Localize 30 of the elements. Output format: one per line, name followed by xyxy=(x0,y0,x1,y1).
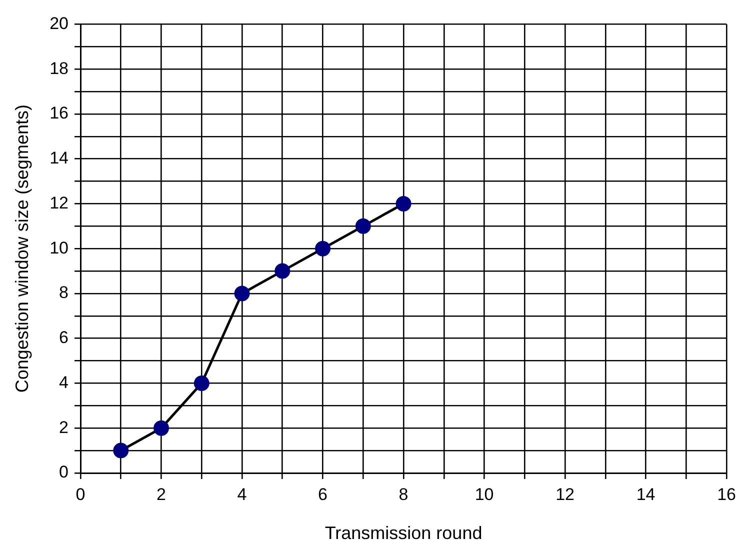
y-tick-label: 6 xyxy=(59,328,69,348)
y-tick-label: 18 xyxy=(50,58,69,78)
y-tick-label: 4 xyxy=(59,372,69,392)
point xyxy=(355,218,371,234)
point xyxy=(113,442,129,458)
y-tick-label: 8 xyxy=(59,283,69,302)
x-tick-label: 0 xyxy=(76,484,86,504)
x-axis-title: Transmission round xyxy=(324,523,482,544)
y-tick-label: 10 xyxy=(50,238,69,258)
point xyxy=(315,240,331,256)
y-tick-label: 0 xyxy=(59,462,69,482)
x-tick-label: 10 xyxy=(474,484,494,504)
y-tick-label: 14 xyxy=(50,148,69,168)
x-tick-label: 8 xyxy=(398,484,408,504)
point xyxy=(274,263,290,279)
y-tick-label: 16 xyxy=(50,104,69,123)
y-tick-label: 2 xyxy=(59,418,69,437)
point xyxy=(154,420,170,436)
point xyxy=(194,375,210,391)
y-axis-title: Congestion window size (segments) xyxy=(12,104,32,393)
x-tick-label: 14 xyxy=(636,484,656,504)
x-tick-label: 12 xyxy=(556,484,574,504)
point xyxy=(234,286,250,302)
x-tick-label: 4 xyxy=(237,484,247,504)
y-tick-label: 12 xyxy=(50,193,69,212)
point xyxy=(396,196,412,212)
x-tick-label: 16 xyxy=(717,484,736,504)
y-tick-label: 20 xyxy=(50,14,69,33)
x-tick-label: 2 xyxy=(156,484,166,504)
x-tick-label: 6 xyxy=(318,484,328,504)
